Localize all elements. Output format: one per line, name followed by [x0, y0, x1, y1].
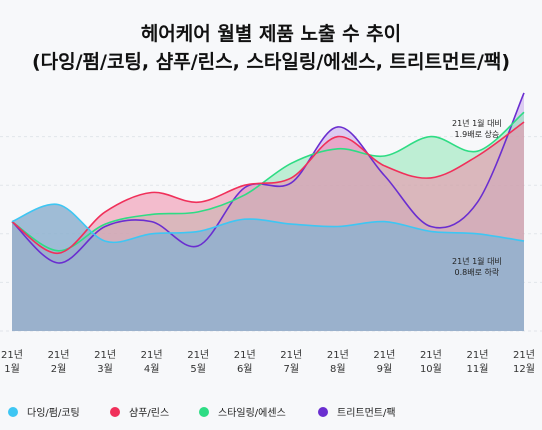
x-tick-month: 7월: [283, 364, 300, 375]
x-tick-year: 21년: [326, 350, 349, 361]
x-tick-year: 21년: [513, 350, 535, 361]
legend-label-shampoo: 샴푸/린스: [129, 408, 170, 419]
x-tick-month: 11월: [466, 364, 489, 375]
x-tick-month: 9월: [376, 364, 393, 375]
legend-swatch-treatment: [318, 406, 328, 417]
x-tick-year: 21년: [140, 350, 163, 361]
x-tick-label: 21년 5월: [182, 349, 214, 377]
x-tick-year: 21년: [47, 350, 70, 361]
legend-item-shampoo: 샴푸/린스: [110, 404, 169, 419]
x-tick-label: 21년 10월: [415, 349, 447, 377]
series-line-dyeing: [11, 203, 525, 244]
chart-title: 헤어케어 월별 제품 노출 수 추이 (다잉/펌/코팅, 샴푸/린스, 스타일링…: [0, 20, 542, 76]
x-tick-month: 12월: [513, 364, 535, 375]
x-tick-label: 21년 1월: [0, 349, 28, 377]
x-tick-year: 21년: [187, 350, 210, 361]
x-tick-label: 21년 4월: [136, 349, 168, 377]
chart-title-line-1: 헤어케어 월별 제품 노출 수 추이: [140, 23, 402, 45]
area-chart: [0, 92, 542, 332]
legend-label-dyeing: 다잉/펌/코팅: [27, 408, 80, 419]
legend-item-dyeing: 다잉/펌/코팅: [8, 404, 80, 419]
x-tick-month: 2월: [50, 364, 67, 375]
area-dyeing: [12, 204, 524, 331]
x-tick-label: 21년 6월: [229, 349, 261, 377]
x-tick-year: 21년: [280, 350, 303, 361]
legend-item-treatment: 트리트먼트/팩: [318, 404, 396, 419]
series-line-styling: [11, 111, 525, 252]
x-tick-month: 8월: [330, 364, 346, 375]
x-tick-label: 21년 11월: [461, 349, 493, 377]
legend-label-styling: 스타일링/에센스: [218, 408, 286, 419]
annotation-decrease: 21년 1월 대비 0.8배로 하락: [452, 256, 502, 278]
x-tick-month: 1월: [4, 364, 20, 375]
legend-swatch-styling: [199, 406, 209, 417]
x-tick-month: 5월: [190, 364, 206, 375]
annotation-decrease-line-1: 21년 1월 대비: [452, 257, 502, 266]
x-tick-label: 21년 2월: [43, 349, 75, 377]
annotation-increase: 21년 1월 대비 1.9배로 상승: [452, 118, 502, 140]
legend-swatch-dyeing: [8, 406, 18, 417]
x-tick-month: 6월: [236, 364, 253, 375]
annotation-decrease-line-2: 0.8배로 하락: [454, 268, 500, 277]
x-tick-label: 21년 8월: [322, 349, 354, 377]
x-tick-label: 21년 7월: [275, 349, 307, 377]
legend: 다잉/펌/코팅 샴푸/린스 스타일링/에센스 트리트먼트/팩: [0, 404, 542, 426]
x-tick-label: 21년 3월: [89, 349, 121, 377]
x-tick-year: 21년: [94, 350, 117, 361]
x-tick-year: 21년: [1, 350, 23, 361]
chart-title-line-2: (다잉/펌/코팅, 샴푸/린스, 스타일링/에센스, 트리트먼트/팩): [31, 51, 511, 73]
x-tick-month: 3월: [97, 364, 113, 375]
legend-label-treatment: 트리트먼트/팩: [337, 408, 396, 419]
x-tick-label: 21년 12월: [508, 349, 540, 377]
legend-swatch-shampoo: [110, 406, 120, 417]
x-tick-month: 10월: [419, 364, 442, 375]
x-tick-year: 21년: [373, 350, 396, 361]
x-tick-year: 21년: [419, 350, 442, 361]
legend-item-styling: 스타일링/에센스: [199, 404, 286, 419]
series-line-treatment: [11, 92, 525, 264]
x-tick-month: 4월: [143, 364, 160, 375]
x-tick-year: 21년: [233, 350, 256, 361]
annotation-increase-line-1: 21년 1월 대비: [452, 119, 502, 128]
x-tick-year: 21년: [466, 350, 489, 361]
x-tick-label: 21년 9월: [368, 349, 400, 377]
series-line-shampoo: [11, 121, 525, 255]
annotation-increase-line-2: 1.9배로 상승: [454, 130, 500, 139]
